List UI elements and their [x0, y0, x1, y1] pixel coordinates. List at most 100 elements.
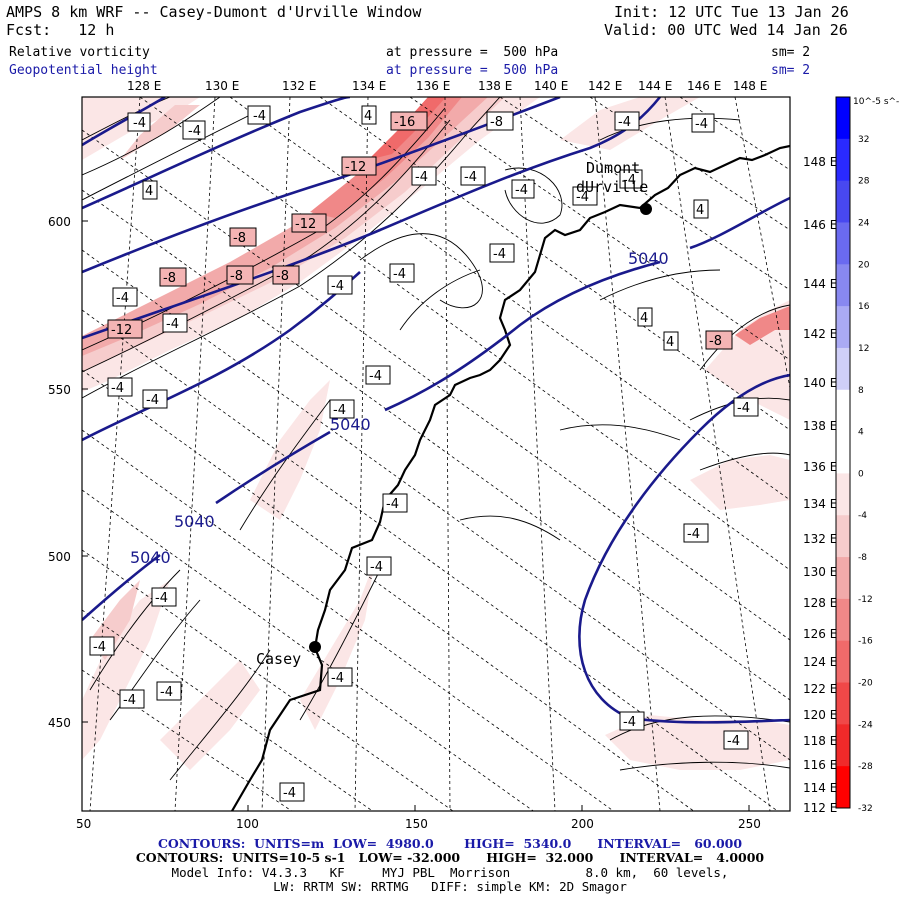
y-axis-labels: 600 550 500 450	[48, 215, 71, 730]
colorbar-label: -32	[858, 804, 873, 814]
svg-text:-4: -4	[111, 381, 124, 396]
vort-label: 4	[637, 307, 653, 327]
x-tick-label: 50	[76, 817, 91, 831]
svg-text:-8: -8	[490, 115, 503, 130]
vorticity-labels: -4 -4 -4 4 4 -16 -8 -12 -4 -4 -4 -4 -4 -…	[89, 105, 759, 802]
vort-label: -4	[151, 587, 177, 607]
colorbar-unit: 10^-5 s^-1	[853, 97, 900, 107]
height-label: 5040	[330, 415, 371, 434]
svg-text:128 E: 128 E	[803, 596, 837, 610]
svg-text:4: 4	[666, 335, 674, 350]
x-axis-labels: 50 100 150 200 250	[76, 817, 761, 831]
colorbar-swatch	[836, 598, 850, 642]
vort-label: -4	[112, 287, 138, 307]
y-tick-label: 450	[48, 716, 71, 730]
svg-text:-16: -16	[394, 115, 415, 130]
vort-label: 4	[693, 199, 709, 219]
field1-name: Relative vorticity	[9, 45, 150, 60]
svg-text:116 E: 116 E	[803, 758, 837, 772]
vort-label: -12	[107, 319, 143, 339]
vorticity-shading	[82, 97, 790, 770]
vorticity-contour-info: CONTOURS: UNITS=10-5 s-1 LOW= -32.000 HI…	[135, 850, 765, 865]
vort-label: -12	[341, 156, 377, 176]
svg-text:148 E: 148 E	[803, 155, 837, 169]
vort-label: -8	[229, 227, 257, 247]
vort-label: -4	[411, 166, 437, 186]
colorbar-label: 32	[858, 135, 869, 145]
svg-text:144 E: 144 E	[803, 277, 837, 291]
svg-text:132 E: 132 E	[803, 532, 837, 546]
svg-text:138 E: 138 E	[803, 419, 837, 433]
height-contour-info: CONTOURS: UNITS=m LOW= 4980.0 HIGH= 5340…	[157, 836, 743, 851]
vort-label: -4	[382, 493, 408, 513]
field2-smoothing: sm= 2	[771, 63, 811, 78]
svg-text:114 E: 114 E	[803, 781, 837, 795]
vort-label: -4	[619, 169, 643, 189]
svg-text:118 E: 118 E	[803, 734, 837, 748]
colorbar-label: 12	[858, 344, 869, 354]
svg-text:-4: -4	[623, 715, 636, 730]
colorbar-swatch	[836, 557, 850, 600]
colorbar-label: -8	[858, 553, 867, 563]
svg-text:-4: -4	[253, 109, 266, 124]
svg-text:-4: -4	[116, 291, 129, 306]
svg-text:-8: -8	[276, 269, 289, 284]
svg-text:-4: -4	[370, 560, 383, 575]
svg-text:-8: -8	[233, 231, 246, 246]
svg-text:-4: -4	[576, 190, 589, 205]
top-longitude-labels: 128 E 130 E 132 E 134 E 136 E 138 E 140 …	[127, 79, 767, 93]
colorbar-label: -12	[858, 595, 873, 605]
svg-text:-4: -4	[333, 403, 346, 418]
field1-level: at pressure = 500 hPa	[386, 45, 559, 60]
coastline	[231, 144, 790, 811]
stations: Casey Dumont dUrville	[256, 159, 652, 668]
vort-label: -4	[329, 399, 355, 419]
height-contour-labels: 5040 5040 5040 5040	[130, 249, 669, 567]
dumont-durville-label-line2: dUrville	[576, 178, 648, 196]
svg-text:112 E: 112 E	[803, 801, 837, 815]
vort-label: -8	[159, 267, 187, 287]
colorbar-label: 16	[858, 302, 870, 312]
vorticity-colorbar	[835, 96, 851, 809]
colorbar-swatch	[836, 682, 850, 725]
colorbar-swatch	[836, 264, 850, 307]
vort-label: -4	[107, 377, 133, 397]
height-contours	[82, 97, 790, 724]
vort-label: 4	[663, 331, 679, 351]
svg-text:-4: -4	[369, 369, 382, 384]
y-tick-label: 550	[48, 383, 71, 397]
svg-text:-4: -4	[493, 247, 506, 262]
svg-text:-8: -8	[230, 269, 243, 284]
svg-text:134 E: 134 E	[803, 497, 837, 511]
field1-smoothing: sm= 2	[771, 45, 811, 60]
lon-label: 128 E	[127, 79, 161, 93]
vort-label: -4	[619, 711, 645, 731]
vort-label: 4	[142, 180, 158, 200]
vort-label: -4	[733, 397, 759, 417]
colorbar-label: 8	[858, 386, 864, 396]
vort-label: -4	[614, 111, 640, 131]
svg-text:-4: -4	[687, 527, 700, 542]
colorbar-swatch	[836, 766, 850, 809]
svg-text:-4: -4	[623, 173, 636, 188]
colorbar-swatch	[836, 389, 850, 433]
vort-label: -4	[511, 179, 535, 199]
svg-text:-12: -12	[111, 323, 132, 338]
svg-text:-4: -4	[93, 640, 106, 655]
svg-text:-4: -4	[160, 685, 173, 700]
lat-lon-grid	[82, 97, 790, 811]
colorbar-swatch	[836, 431, 850, 474]
height-label: 5040	[174, 512, 215, 531]
vort-label: -4	[691, 113, 715, 133]
lon-label: 138 E	[478, 79, 512, 93]
vort-label: -8	[486, 111, 514, 131]
svg-text:-4: -4	[188, 124, 201, 139]
colorbar-label: -28	[858, 762, 873, 772]
vort-label: -4	[389, 263, 415, 283]
svg-text:-4: -4	[695, 117, 708, 132]
svg-text:-4: -4	[155, 591, 168, 606]
vort-label: -4	[327, 667, 353, 687]
model-info: Model Info: V4.3.3 KF MYJ PBL Morrison 8…	[171, 865, 729, 880]
colorbar-swatch	[836, 640, 850, 684]
vort-label: -8	[705, 330, 733, 350]
